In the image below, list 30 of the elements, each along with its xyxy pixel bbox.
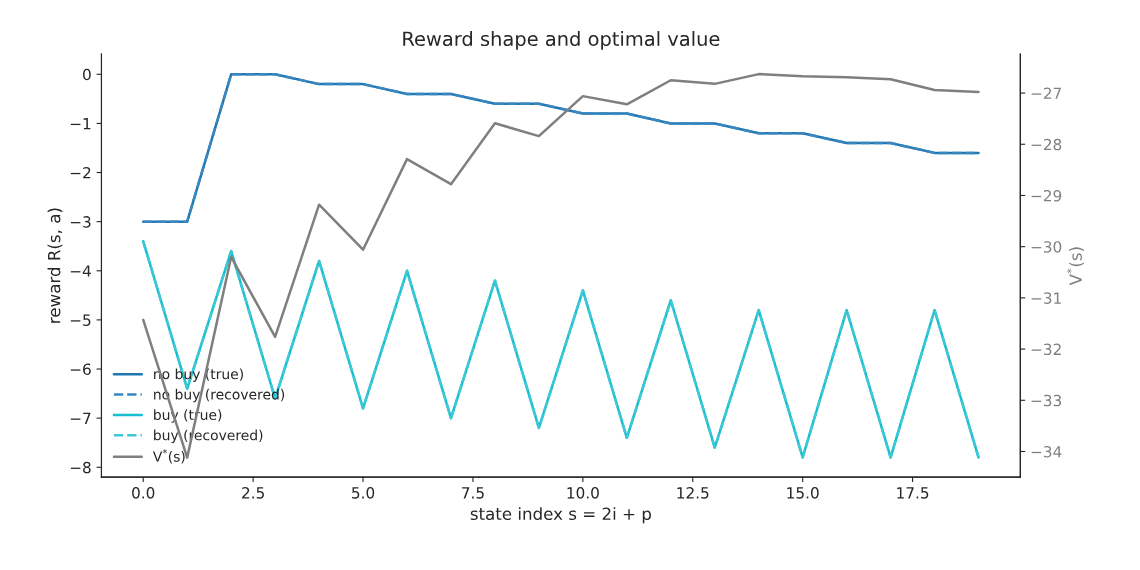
y-tick-label: −6 [70, 363, 91, 376]
y-tick-label: −8 [70, 461, 91, 474]
y2-tick-label: −27 [1031, 87, 1061, 99]
x-tick-label: 7.5 [462, 487, 484, 499]
y2-tick-label: −28 [1031, 138, 1062, 151]
y2-tick-label: −31 [1031, 292, 1061, 304]
y2-axis-title: V$^{*}$(s) [1066, 247, 1084, 286]
y-tick-label: −2 [70, 167, 91, 179]
y2-tick-label: −32 [1031, 343, 1061, 356]
y-tick-label: −4 [70, 265, 91, 277]
x-axis-title: state index s = 2i + p [470, 507, 651, 524]
y2-tick-label: −33 [1031, 394, 1062, 407]
x-tick-label: 15.0 [787, 487, 819, 499]
y2-tick-label: −34 [1031, 445, 1062, 458]
x-tick-label: 12.5 [677, 487, 709, 499]
y-tick-label: −1 [70, 118, 91, 130]
x-tick-label: 10.0 [567, 487, 599, 499]
y-tick-label: 0 [83, 68, 91, 81]
x-tick-label: 5.0 [352, 487, 375, 499]
y-tick-label: −5 [70, 314, 91, 326]
x-tick-label: 0.0 [132, 487, 155, 499]
x-tick-label: 17.5 [897, 487, 929, 499]
legend-label: V$^{*}$(s) [152, 449, 185, 464]
chart-title: Reward shape and optimal value [403, 31, 720, 50]
y2-tick-label: −30 [1031, 241, 1062, 253]
x-tick-label: 2.5 [242, 487, 264, 499]
y-tick-label: −3 [70, 216, 91, 228]
y2-tick-label: −29 [1031, 189, 1062, 202]
y-tick-label: −7 [70, 412, 91, 424]
y-axis-title: reward R(s, a) [47, 208, 63, 323]
